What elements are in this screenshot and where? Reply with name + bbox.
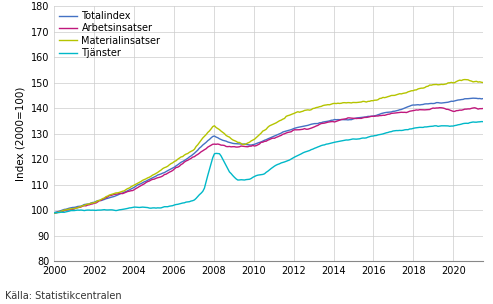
Tjänster [216,152,222,156]
Totalindex [302,124,308,128]
Totalindex [240,142,246,146]
Totalindex [216,137,222,141]
Arbetsinsatser [490,106,493,109]
Arbetsinsatser [302,127,308,130]
Tjänster [302,150,308,154]
Line: Totalindex: Totalindex [54,98,493,213]
Totalindex [63,207,69,211]
Materialinsatser [462,78,468,81]
Tjänster [490,119,493,123]
Materialinsatser [216,128,222,131]
Line: Materialinsatser: Materialinsatser [54,80,493,213]
Materialinsatser [240,143,246,146]
Totalindex [327,119,333,123]
Arbetsinsatser [216,143,222,146]
Text: Källa: Statistikcentralen: Källa: Statistikcentralen [5,291,122,301]
Tjänster [240,178,246,182]
Arbetsinsatser [51,212,57,215]
Arbetsinsatser [63,209,69,212]
Arbetsinsatser [240,144,246,148]
Materialinsatser [63,208,69,212]
Y-axis label: Index (2000=100): Index (2000=100) [15,87,25,181]
Arbetsinsatser [195,153,201,156]
Tjänster [63,210,69,214]
Tjänster [327,142,333,145]
Line: Arbetsinsatser: Arbetsinsatser [54,107,493,213]
Materialinsatser [302,109,308,112]
Materialinsatser [490,81,493,85]
Materialinsatser [195,143,201,147]
Totalindex [195,148,201,152]
Materialinsatser [51,211,57,215]
Totalindex [51,211,57,215]
Legend: Totalindex, Arbetsinsatser, Materialinsatser, Tjänster: Totalindex, Arbetsinsatser, Materialinsa… [57,9,162,60]
Arbetsinsatser [489,105,493,109]
Tjänster [195,195,201,199]
Arbetsinsatser [327,120,333,124]
Totalindex [490,96,493,100]
Tjänster [51,211,57,215]
Line: Tjänster: Tjänster [54,121,493,213]
Materialinsatser [327,103,333,107]
